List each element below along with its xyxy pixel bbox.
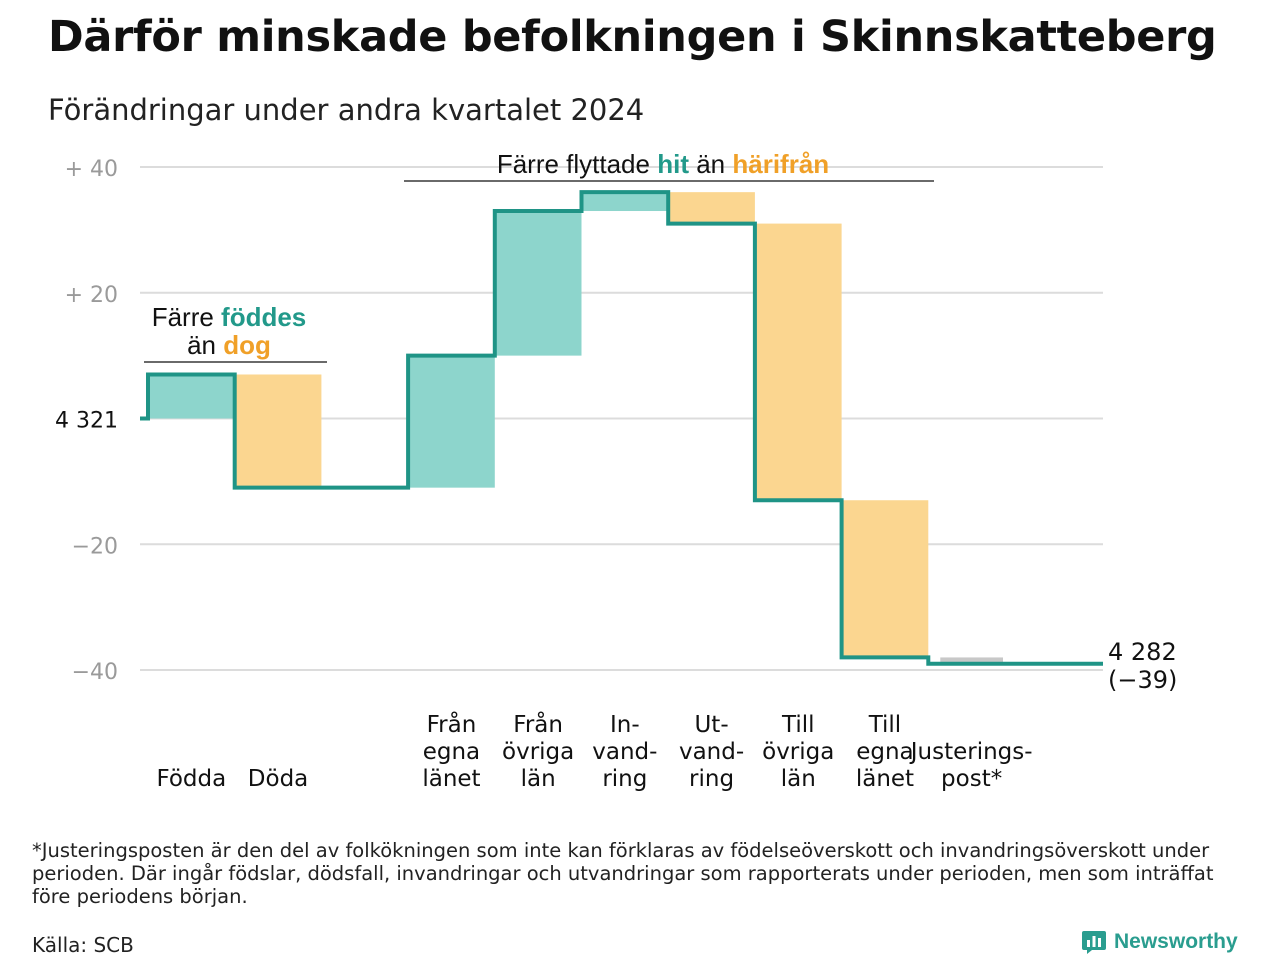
category-label: övriga (502, 739, 574, 765)
waterfall-bar (754, 223, 842, 501)
newsworthy-logo: Newsworthy (1080, 928, 1238, 956)
category-label: vand- (592, 739, 657, 765)
waterfall-bar (494, 211, 582, 356)
waterfall-bar (581, 192, 669, 212)
waterfall-bar (234, 374, 322, 488)
end-value-label: 4 282 (1108, 638, 1177, 666)
waterfall-bar (841, 500, 929, 658)
category-label: post* (941, 766, 1002, 792)
category-label: län (521, 766, 556, 792)
category-label: vand- (679, 739, 744, 765)
category-label: Justerings- (909, 739, 1033, 765)
y-tick-label: −20 (72, 534, 118, 559)
waterfall-chart: + 40 + 20 4 321 −20 −40 4 282(−39) Födda Döda Fr… (55, 149, 1177, 792)
annotation-text: Färre flyttade hit än härifrån (497, 149, 829, 179)
category-label: In- (610, 712, 640, 738)
category-label: Från (427, 710, 477, 738)
waterfall-bar (668, 192, 755, 224)
y-tick-label: −40 (72, 660, 118, 685)
newsworthy-logo-icon (1082, 931, 1106, 954)
y-tick-label: + 20 (65, 283, 118, 308)
category-label: länet (856, 766, 914, 792)
grid-layer (140, 166, 1103, 671)
y-tick-label: + 40 (65, 157, 118, 182)
chart-subtitle: Förändringar under andra kvartalet 2024 (48, 93, 645, 127)
cumulative-line (140, 190, 1103, 666)
line-layer (140, 190, 1103, 666)
category-label: länet (422, 766, 480, 792)
annotation-highlight: dog (223, 330, 271, 360)
annotation-text-part: Färre flyttade (497, 149, 657, 179)
label-layer: + 40 + 20 4 321 −20 −40 4 282(−39) Födda Döda Fr… (55, 149, 1177, 792)
annotation-text-part: än (689, 149, 732, 179)
annotation-highlight: hit (657, 149, 689, 179)
annotation-highlight: härifrån (732, 149, 829, 179)
start-value-label: 4 321 (55, 409, 118, 434)
footnote: *Justeringsposten är den del av folkökni… (32, 839, 1214, 908)
category-label: Till (868, 712, 902, 738)
waterfall-bar (408, 355, 495, 488)
annotation-text-part: Färre (152, 302, 221, 332)
chart-title: Därför minskade befolkningen i Skinnskat… (48, 12, 1217, 62)
category-label: övriga (762, 739, 834, 765)
category-label: Från (513, 710, 563, 738)
annotation-text: än dog (187, 330, 271, 360)
category-label: ring (689, 766, 734, 792)
category-label: Döda (248, 766, 308, 792)
waterfall-bar (148, 374, 235, 419)
annotation-highlight: föddes (221, 302, 306, 332)
category-label: län (781, 766, 816, 792)
source-note: Källa: SCB (32, 933, 134, 957)
waterfall-bar (940, 657, 1003, 664)
bar-layer (148, 192, 1003, 664)
category-label: ring (602, 766, 647, 792)
annotation-text: Färre föddes (152, 302, 307, 332)
category-label: Till (781, 712, 815, 738)
annotation-text-part: än (187, 330, 223, 360)
category-label: Födda (156, 766, 226, 792)
end-value-label: (−39) (1108, 666, 1177, 694)
category-label: egna (423, 739, 480, 765)
category-label: egna (856, 739, 913, 765)
logo-text: Newsworthy (1114, 930, 1238, 953)
category-label: Ut- (694, 712, 728, 738)
